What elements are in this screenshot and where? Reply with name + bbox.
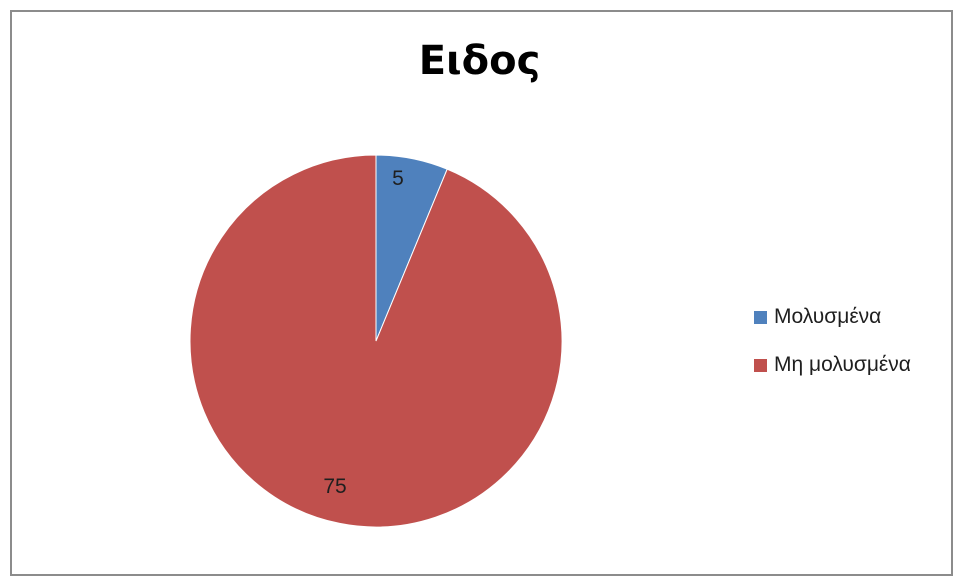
legend-swatch-contaminated [754, 310, 767, 324]
legend-label-not-contaminated: Μη μολυσμένα [774, 353, 911, 376]
chart-title: Ειδος [418, 38, 541, 84]
legend-item-contaminated: Μολυσμένα [754, 303, 911, 331]
data-label-contaminated: 5 [392, 167, 404, 190]
legend-item-not-contaminated: Μη μολυσμένα [754, 351, 911, 379]
legend-label-contaminated: Μολυσμένα [774, 305, 882, 328]
legend: Μολυσμένα Μη μολυσμένα [754, 303, 911, 399]
data-label-not-contaminated: 75 [323, 475, 346, 498]
pie-slice-not-contaminated [189, 154, 563, 528]
legend-swatch-not-contaminated [754, 358, 767, 372]
